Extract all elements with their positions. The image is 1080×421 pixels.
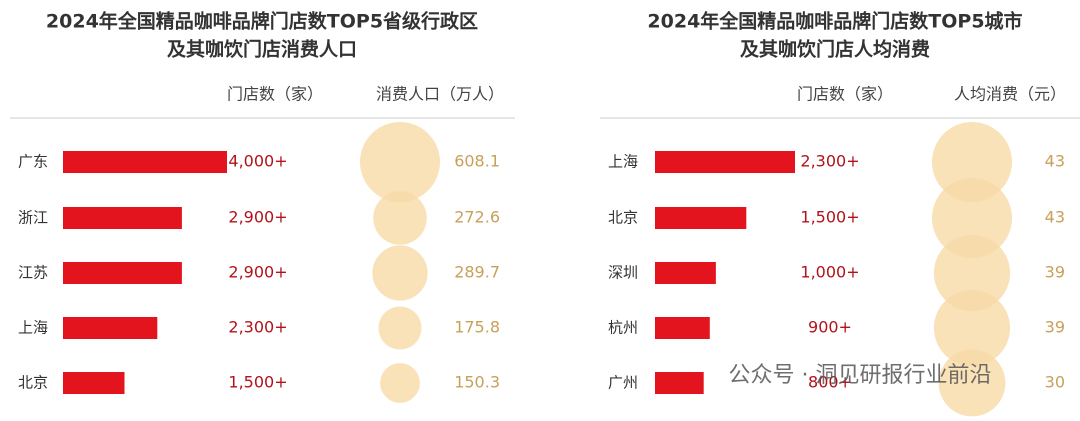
bubble bbox=[933, 234, 1011, 312]
bar bbox=[63, 262, 182, 284]
bubble bbox=[378, 306, 422, 350]
column-header: 消费人口（万人） bbox=[376, 85, 504, 104]
chart-title: 2024年全国精品咖啡品牌门店数TOP5城市 bbox=[647, 10, 1022, 33]
value-label: 2,900+ bbox=[228, 263, 287, 282]
bar bbox=[655, 372, 704, 394]
category-label: 杭州 bbox=[608, 319, 638, 337]
bubble-label: 39 bbox=[1045, 263, 1065, 282]
bubble-label: 43 bbox=[1045, 152, 1065, 171]
category-label: 深圳 bbox=[608, 264, 638, 282]
bubble bbox=[380, 363, 420, 403]
category-label: 浙江 bbox=[18, 209, 48, 227]
bubble bbox=[938, 349, 1006, 417]
bubble bbox=[932, 178, 1012, 258]
value-label: 1,500+ bbox=[800, 208, 859, 227]
bar bbox=[655, 262, 716, 284]
value-label: 2,300+ bbox=[800, 152, 859, 171]
bubble bbox=[373, 191, 427, 245]
bar bbox=[63, 151, 227, 173]
column-header: 门店数（家） bbox=[797, 85, 893, 104]
bar bbox=[63, 372, 125, 394]
bubble bbox=[933, 289, 1011, 367]
bubble bbox=[932, 122, 1012, 202]
category-label: 上海 bbox=[18, 319, 48, 337]
category-label: 北京 bbox=[18, 374, 48, 392]
bubble-label: 272.6 bbox=[454, 208, 500, 227]
chart-title: 及其咖饮门店人均消费 bbox=[740, 38, 930, 61]
bubble-label: 608.1 bbox=[454, 152, 500, 171]
bubble bbox=[360, 122, 440, 202]
column-header: 门店数（家） bbox=[227, 85, 323, 104]
value-label: 4,000+ bbox=[228, 152, 287, 171]
bar bbox=[63, 317, 158, 339]
bubble-label: 30 bbox=[1045, 373, 1065, 392]
category-label: 江苏 bbox=[18, 264, 48, 282]
category-label: 广州 bbox=[608, 374, 638, 392]
bubble-label: 289.7 bbox=[454, 263, 500, 282]
chart-title: 2024年全国精品咖啡品牌门店数TOP5省级行政区 bbox=[46, 10, 478, 33]
bubble-label: 43 bbox=[1045, 208, 1065, 227]
bar bbox=[655, 207, 747, 229]
bubble-label: 175.8 bbox=[454, 318, 500, 337]
column-header: 人均消费（元） bbox=[954, 85, 1066, 104]
bubble-label: 39 bbox=[1045, 318, 1065, 337]
bar bbox=[655, 151, 795, 173]
value-label: 800+ bbox=[808, 373, 852, 392]
category-label: 广东 bbox=[18, 153, 48, 171]
value-label: 1,500+ bbox=[228, 373, 287, 392]
bubble-label: 150.3 bbox=[454, 373, 500, 392]
value-label: 1,000+ bbox=[800, 263, 859, 282]
category-label: 北京 bbox=[608, 209, 638, 227]
chart-title: 及其咖饮门店消费人口 bbox=[167, 38, 357, 61]
value-label: 900+ bbox=[808, 318, 852, 337]
bar bbox=[655, 317, 710, 339]
bubble bbox=[372, 245, 428, 301]
value-label: 2,900+ bbox=[228, 208, 287, 227]
category-label: 上海 bbox=[608, 153, 638, 171]
watermark: 公众号 · 洞见研报行业前沿 bbox=[729, 363, 992, 388]
bar bbox=[63, 207, 182, 229]
value-label: 2,300+ bbox=[228, 318, 287, 337]
